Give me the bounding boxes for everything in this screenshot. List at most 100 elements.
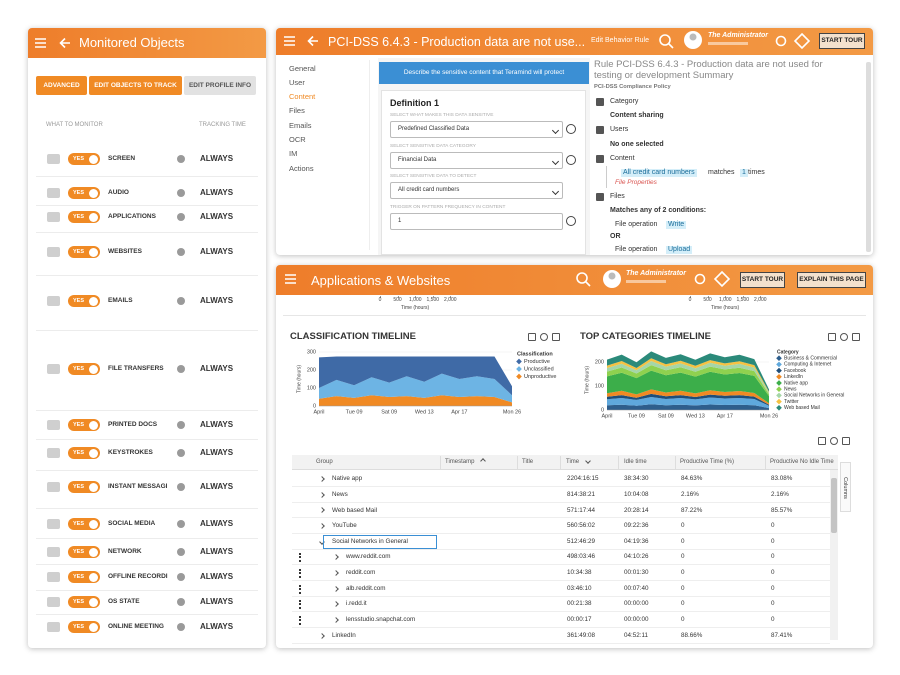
- column-header[interactable]: Time: [566, 458, 580, 465]
- columns-tab: [840, 462, 851, 512]
- row-menu[interactable]: [299, 584, 301, 594]
- columns-tab-label[interactable]: Columns: [842, 477, 848, 499]
- table-cell: 0: [681, 553, 685, 561]
- section-heading: Content: [610, 154, 635, 162]
- legend-label: News: [784, 387, 797, 393]
- settings-icon[interactable]: [840, 333, 848, 341]
- field-input[interactable]: [390, 121, 563, 138]
- field-input[interactable]: [390, 182, 563, 199]
- y-tick-label: 0: [313, 403, 316, 409]
- table-cell: 20:28:14: [624, 506, 649, 514]
- axis-tick: [380, 296, 381, 298]
- x-tick-label: Mon 26: [760, 413, 778, 419]
- column-header[interactable]: Productive Time (%): [680, 458, 735, 465]
- row-menu[interactable]: [299, 600, 301, 610]
- column-header[interactable]: Group: [316, 458, 333, 465]
- settings-icon[interactable]: [540, 333, 548, 341]
- object-name: EMAILS: [108, 297, 133, 305]
- object-icon: [47, 188, 60, 198]
- x-tick-label: Apr 17: [451, 409, 467, 415]
- nav-item[interactable]: User: [289, 77, 305, 87]
- toggle-label: YES: [73, 248, 85, 255]
- object-name: ONLINE MEETING: [108, 623, 164, 631]
- area: [319, 373, 512, 403]
- tracking-time: ALWAYS: [200, 296, 234, 306]
- table-scroll-thumb[interactable]: [831, 478, 837, 533]
- legend-title: Category: [777, 349, 799, 355]
- help-icon[interactable]: [566, 124, 576, 134]
- status-dot: [177, 548, 185, 556]
- tour-button[interactable]: START TOUR: [819, 33, 865, 49]
- help-icon[interactable]: [566, 216, 576, 226]
- column-header[interactable]: Title: [522, 458, 534, 465]
- object-icon: [47, 296, 60, 306]
- row-menu[interactable]: [299, 553, 301, 563]
- table-cell: 0: [681, 600, 685, 608]
- explain-button[interactable]: EXPLAIN THIS PAGE: [797, 272, 866, 288]
- object-name: NETWORK: [108, 548, 142, 556]
- table-scrollbar: [830, 470, 838, 640]
- chart: 0 100 200 Time (hours) April Tue 09 Sat 09 Wed …: [584, 349, 844, 419]
- condition: File operation: [615, 245, 658, 253]
- nav-item[interactable]: Emails: [289, 120, 312, 130]
- settings-icon[interactable]: [830, 437, 838, 445]
- condition-value: Write: [666, 220, 687, 230]
- table-cell: 00:01:30: [624, 569, 649, 577]
- table-cell: 0: [681, 616, 685, 624]
- legend-title: Classification: [517, 351, 553, 357]
- group-cell: i.redd.it: [346, 600, 367, 608]
- nav-item[interactable]: IM: [289, 149, 298, 159]
- area: [607, 397, 769, 409]
- legend-swatch: [516, 358, 522, 365]
- toggle-knob: [89, 622, 98, 632]
- object-icon: [47, 212, 60, 222]
- section-value: Content sharing: [610, 111, 664, 119]
- nav-item[interactable]: Files: [289, 106, 305, 116]
- table-cell: 2.16%: [771, 490, 789, 498]
- object-name: OS STATE: [108, 598, 140, 606]
- toggle-knob: [89, 212, 98, 222]
- toolbar-button[interactable]: ADVANCED: [36, 76, 87, 95]
- axis-label: Time (hours): [401, 305, 430, 311]
- column-header[interactable]: Productive No Idle Time: [770, 458, 834, 465]
- table-header: [292, 455, 838, 470]
- object-name: PRINTED DOCS: [108, 421, 158, 429]
- legend-label: Web based Mail: [784, 405, 820, 411]
- close-icon[interactable]: [852, 333, 860, 341]
- table-cell: 560:56:02: [567, 522, 596, 530]
- copy-icon[interactable]: [818, 437, 826, 445]
- status-dot: [177, 623, 185, 631]
- field-input[interactable]: [390, 152, 563, 169]
- row-menu[interactable]: [299, 568, 301, 578]
- nav-item[interactable]: Content: [289, 92, 316, 102]
- summary-title: Rule PCI-DSS 6.4.3 - Production data are…: [594, 59, 823, 81]
- close-icon[interactable]: [842, 437, 850, 445]
- object-icon: [47, 448, 60, 458]
- column-header[interactable]: Timestamp: [445, 458, 475, 465]
- field-label: TRIGGER ON PATTERN FREQUENCY IN CONTENT: [390, 205, 506, 211]
- column-divider: [560, 456, 561, 469]
- nav-item[interactable]: Actions: [289, 163, 314, 173]
- table-cell: 0: [771, 553, 775, 561]
- section-value: No one selected: [610, 140, 664, 148]
- row-menu[interactable]: [299, 615, 301, 625]
- toolbar-button[interactable]: EDIT PROFILE INFO: [184, 76, 256, 95]
- tour-button[interactable]: START TOUR: [740, 272, 785, 288]
- object-name: WEBSITES: [108, 248, 142, 256]
- help-icon[interactable]: [566, 155, 576, 165]
- edit-label: Edit Behavior Rule: [591, 36, 649, 44]
- field-value: Predefined Classified Data: [398, 125, 470, 132]
- table-cell: 04:19:36: [624, 537, 649, 545]
- axis-tick: [690, 296, 691, 298]
- copy-icon[interactable]: [528, 333, 536, 341]
- close-icon[interactable]: [552, 333, 560, 341]
- nav-item[interactable]: OCR: [289, 135, 306, 144]
- area: [607, 361, 769, 395]
- nav-item[interactable]: General: [289, 63, 316, 73]
- field-input[interactable]: [390, 213, 563, 230]
- column-header[interactable]: Idle time: [624, 458, 647, 465]
- toolbar-button[interactable]: EDIT OBJECTS TO TRACK: [89, 76, 182, 95]
- copy-icon[interactable]: [828, 333, 836, 341]
- table-cell: 0: [771, 569, 775, 577]
- axis-tick: [707, 296, 709, 298]
